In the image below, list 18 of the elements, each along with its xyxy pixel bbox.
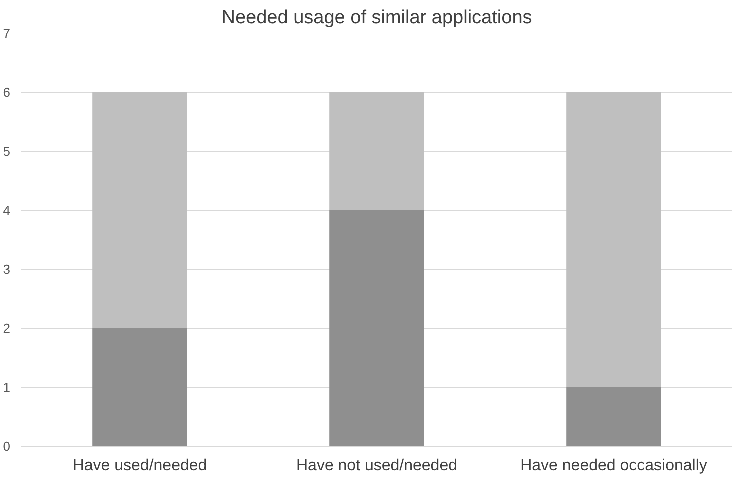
y-tick-label: 1: [3, 380, 11, 395]
bar: [92, 92, 188, 328]
chart-title: Needed usage of similar applications: [222, 8, 532, 28]
bar: [566, 388, 662, 446]
x-tick-label: Have used/needed: [72, 458, 208, 474]
y-tick-label: 5: [3, 144, 11, 159]
y-tick-label: 2: [3, 321, 11, 336]
bar: [330, 92, 424, 210]
x-tick-label: Have not used/needed: [296, 458, 458, 474]
y-tick-label: 0: [3, 439, 11, 454]
bar: [330, 210, 424, 446]
bar: [566, 92, 662, 388]
y-tick-label: 3: [3, 262, 11, 277]
y-tick-label: 4: [3, 203, 11, 218]
y-tick-label: 6: [3, 85, 11, 100]
bar: [92, 328, 188, 446]
y-tick-label: 7: [3, 26, 11, 41]
x-tick-label: Have needed occasionally: [520, 458, 708, 474]
